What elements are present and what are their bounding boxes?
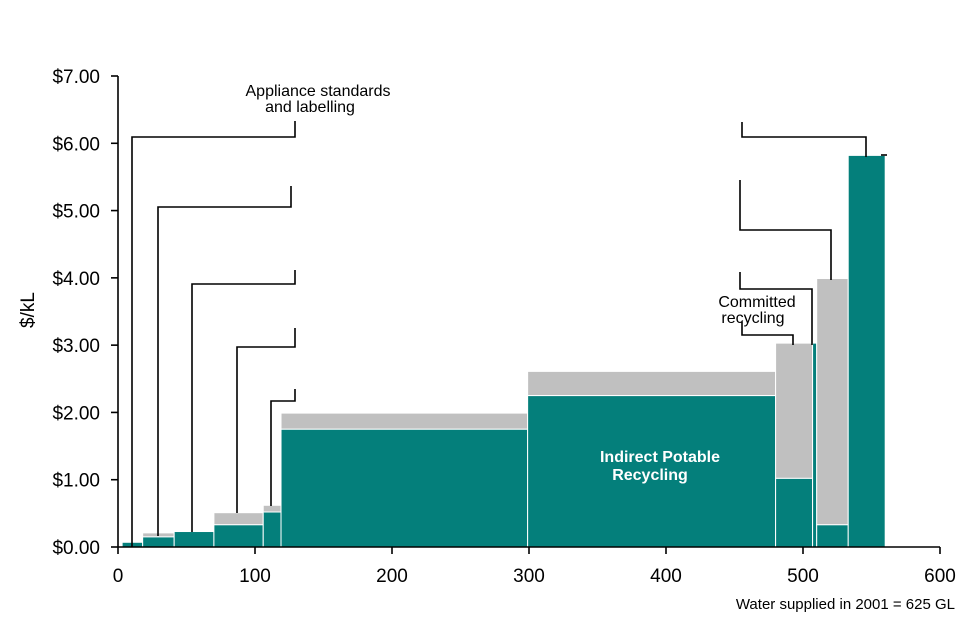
- leader-line-5: [741, 122, 867, 157]
- annotation-indirect-potable-line1: Indirect Potable: [600, 449, 720, 466]
- annotation-indirect-potable-line2: Recycling: [612, 467, 688, 484]
- x-tick-label-3: 300: [513, 566, 545, 587]
- leader-line-1: [157, 186, 292, 536]
- y-tick-label-0: $0.00: [52, 538, 100, 559]
- annotation-appliance-standards-line1: Appliance standards: [246, 83, 391, 100]
- leader-line-7: [739, 272, 813, 345]
- leader-lines: [131, 121, 887, 547]
- bar-base-9: [816, 524, 849, 548]
- leader-line-8: [741, 322, 794, 345]
- bar-base-6: [527, 395, 777, 548]
- water-supplied-note: Water supplied in 2001 = 625 GL: [736, 596, 955, 613]
- bar-upper-9: [816, 278, 849, 526]
- y-tick-label-2: $2.00: [52, 403, 100, 424]
- y-tick-label-5: $5.00: [52, 202, 100, 223]
- bar-upper-6: [527, 370, 777, 397]
- bar-upper-4: [262, 504, 282, 513]
- leader-line-4: [270, 389, 296, 506]
- y-axis-label: $/kL: [18, 292, 39, 328]
- leader-line-3: [236, 328, 296, 513]
- bar-base-4: [262, 511, 282, 548]
- bar-base-3: [213, 524, 264, 548]
- bar-upper-7: [775, 342, 814, 479]
- bar-base-2: [173, 531, 215, 548]
- y-tick-label-3: $3.00: [52, 336, 100, 357]
- y-tick-label-4: $4.00: [52, 269, 100, 290]
- bar-upper-3: [213, 512, 264, 526]
- y-tick-label-1: $1.00: [52, 471, 100, 492]
- x-tick-label-2: 200: [376, 566, 408, 587]
- bar-base-10: [847, 154, 886, 548]
- annotation-committed-recycling-line2: recycling: [721, 310, 784, 327]
- bar-base-7: [775, 477, 814, 548]
- y-tick-label-6: $6.00: [52, 134, 100, 155]
- bar-upper-5: [280, 412, 529, 430]
- bar-base-5: [280, 428, 529, 548]
- annotation-appliance-standards-line2: and labelling: [265, 99, 355, 116]
- bars-layer: [121, 154, 886, 548]
- bar-base-8: [812, 342, 818, 548]
- leader-line-2: [191, 270, 296, 532]
- y-tick-label-7: $7.00: [52, 67, 100, 88]
- x-tick-label-0: 0: [113, 566, 124, 587]
- x-tick-label-4: 400: [650, 566, 682, 587]
- annotation-committed-recycling-line1: Committed: [718, 294, 795, 311]
- x-tick-label-1: 100: [239, 566, 271, 587]
- x-tick-label-5: 500: [787, 566, 819, 587]
- leader-line-0: [131, 121, 296, 547]
- axes: $0.00 $1.00 $2.00 $3.00 $4.00 $5.00 $6.00 $7.00…: [52, 67, 955, 587]
- x-tick-label-6: 600: [924, 566, 956, 587]
- leader-line-6: [739, 180, 832, 280]
- bar-base-1: [142, 536, 175, 548]
